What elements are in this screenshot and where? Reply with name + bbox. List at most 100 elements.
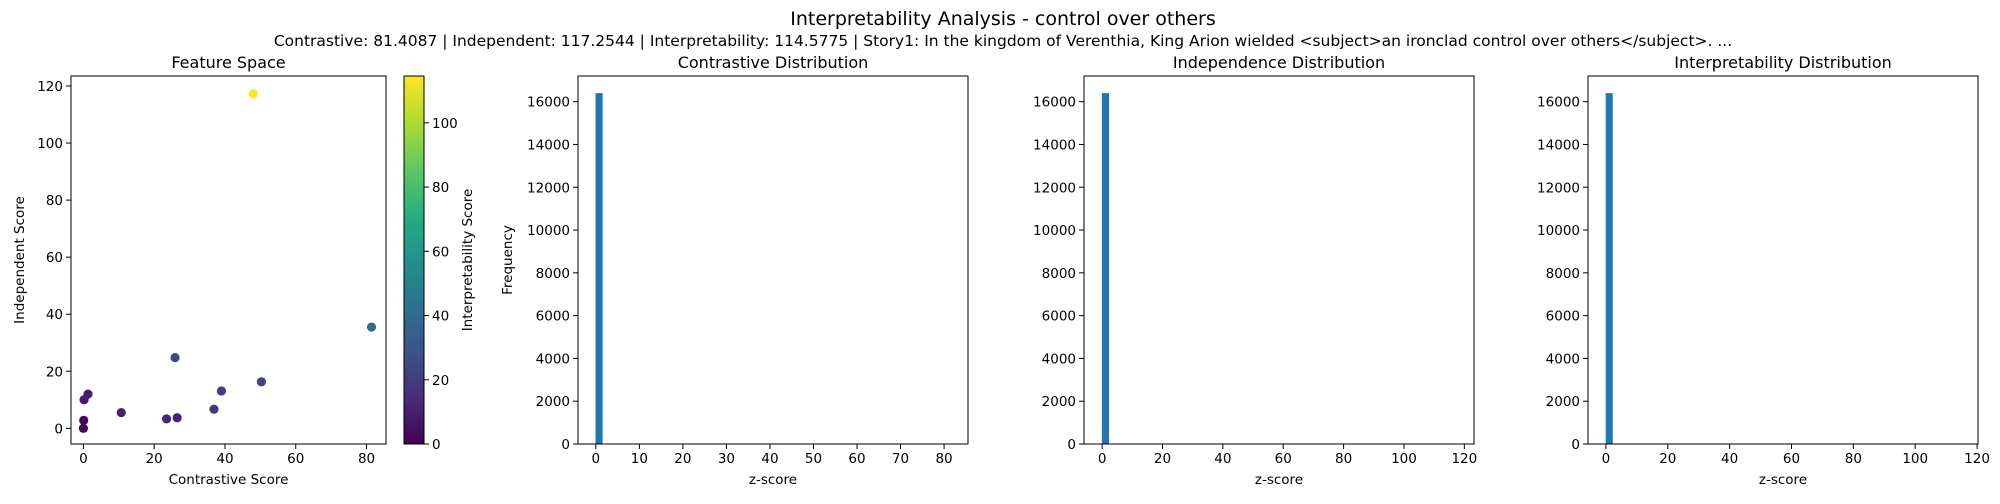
- y-tick-label: 8000: [536, 266, 570, 282]
- colorbar-tick-label: 0: [432, 437, 441, 453]
- plot-frame: [1587, 75, 1979, 445]
- y-tick-label: 0: [1571, 437, 1580, 453]
- x-tick-label: 10: [631, 451, 648, 467]
- chart-panel-0: Feature Space 0 20 40 60 80 0 20 40 60 80 100 120 Con…: [12, 53, 476, 488]
- x-tick-label: 20: [1659, 451, 1676, 467]
- x-tick-label: 0: [592, 451, 601, 467]
- y-tick-label: 8000: [1042, 266, 1076, 282]
- y-tick-label: 4000: [536, 351, 570, 367]
- y-axis-label: Independent Score: [12, 196, 28, 324]
- x-tick-label: 0: [1602, 451, 1611, 467]
- y-tick-label: 4000: [1546, 351, 1580, 367]
- x-tick-label: 50: [805, 451, 822, 467]
- x-axis-label: Contrastive Score: [169, 472, 289, 488]
- histogram-bar: [1101, 93, 1109, 445]
- histogram-bar: [1605, 93, 1613, 445]
- chart-title: Interpretability Distribution: [1674, 53, 1892, 72]
- y-tick-label: 20: [46, 364, 63, 380]
- y-tick-label: 80: [46, 193, 63, 209]
- x-tick-label: 120: [1451, 451, 1477, 467]
- x-tick-label: 60: [848, 451, 865, 467]
- x-tick-label: 30: [718, 451, 735, 467]
- y-tick-label: 60: [46, 250, 63, 266]
- colorbar-tick-label: 80: [432, 180, 449, 196]
- x-tick-label: 40: [1214, 451, 1231, 467]
- y-tick-label: 8000: [1546, 266, 1580, 282]
- x-axis-label: z-score: [1255, 472, 1303, 488]
- y-tick-label: 14000: [1033, 137, 1076, 153]
- scatter-point: [170, 352, 180, 363]
- y-tick-label: 6000: [1042, 309, 1076, 325]
- y-tick-label: 0: [561, 437, 570, 453]
- y-tick-label: 0: [54, 421, 63, 437]
- y-tick-label: 16000: [1033, 95, 1076, 111]
- scatter-point: [209, 404, 219, 414]
- plot-frame: [1083, 75, 1475, 445]
- y-tick-label: 2000: [1042, 394, 1076, 410]
- y-tick-label: 16000: [527, 95, 570, 111]
- y-tick-label: 100: [37, 136, 63, 152]
- y-tick-label: 40: [46, 307, 63, 323]
- y-tick-label: 2000: [1546, 394, 1580, 410]
- x-tick-label: 60: [1275, 451, 1292, 467]
- histogram-bar: [595, 93, 603, 445]
- scatter-point: [78, 423, 88, 433]
- scatter-point: [116, 408, 126, 418]
- colorbar: [403, 75, 425, 445]
- scatter-point: [79, 415, 89, 425]
- x-tick-label: 100: [1902, 451, 1928, 467]
- figure-title: Interpretability Analysis - control over…: [790, 8, 1216, 30]
- x-tick-label: 20: [674, 451, 691, 467]
- x-axis-label: z-score: [749, 472, 797, 488]
- scatter-point: [216, 386, 227, 396]
- y-tick-label: 6000: [536, 309, 570, 325]
- colorbar-tick-label: 100: [432, 116, 458, 132]
- x-tick-label: 20: [1154, 451, 1171, 467]
- scatter-point: [256, 377, 267, 387]
- y-tick-label: 12000: [1033, 180, 1076, 196]
- y-tick-label: 4000: [1042, 351, 1076, 367]
- x-tick-label: 70: [892, 451, 909, 467]
- y-tick-label: 10000: [527, 223, 570, 239]
- x-tick-label: 80: [935, 451, 952, 467]
- chart-panel-3: Interpretability Distribution 0 20 40 60 80 10…: [1537, 53, 1990, 488]
- y-tick-label: 6000: [1546, 309, 1580, 325]
- x-tick-label: 40: [1721, 451, 1738, 467]
- y-tick-label: 14000: [527, 137, 570, 153]
- colorbar-label: Interpretability Score: [460, 189, 476, 332]
- y-axis-label: Frequency: [500, 225, 516, 295]
- figure-subtitle: Contrastive: 81.4087 | Independent: 117.…: [274, 32, 1732, 50]
- x-tick-label: 80: [1335, 451, 1352, 467]
- x-tick-label: 40: [761, 451, 778, 467]
- y-tick-label: 12000: [1537, 180, 1580, 196]
- colorbar-tick-label: 40: [432, 309, 449, 325]
- y-tick-label: 12000: [527, 180, 570, 196]
- y-tick-label: 2000: [536, 394, 570, 410]
- chart-panel-2: Independence Distribution 0 20 40 60 80 100 120…: [1033, 53, 1477, 488]
- x-tick-label: 80: [1845, 451, 1862, 467]
- y-tick-label: 0: [1067, 437, 1076, 453]
- x-tick-label: 0: [79, 451, 88, 467]
- y-tick-label: 120: [37, 79, 63, 95]
- x-tick-label: 60: [287, 451, 304, 467]
- x-tick-label: 80: [358, 451, 375, 467]
- y-tick-label: 10000: [1537, 223, 1580, 239]
- x-tick-label: 0: [1098, 451, 1107, 467]
- y-tick-label: 16000: [1537, 95, 1580, 111]
- scatter-point: [172, 413, 182, 423]
- x-tick-label: 60: [1783, 451, 1800, 467]
- plot-frame: [577, 75, 969, 445]
- chart-panel-1: Contrastive Distribution 0 10 20 30 40 50 60 70 8…: [500, 53, 969, 488]
- x-axis-label: z-score: [1759, 472, 1807, 488]
- colorbar-tick-label: 60: [432, 244, 449, 260]
- chart-title: Independence Distribution: [1173, 53, 1385, 72]
- chart-title: Contrastive Distribution: [678, 53, 869, 72]
- x-tick-label: 120: [1964, 451, 1990, 467]
- scatter-point: [248, 89, 258, 99]
- y-tick-label: 10000: [1033, 223, 1076, 239]
- scatter-point: [366, 322, 377, 332]
- scatter-point: [161, 414, 172, 424]
- colorbar-tick-label: 20: [432, 373, 449, 389]
